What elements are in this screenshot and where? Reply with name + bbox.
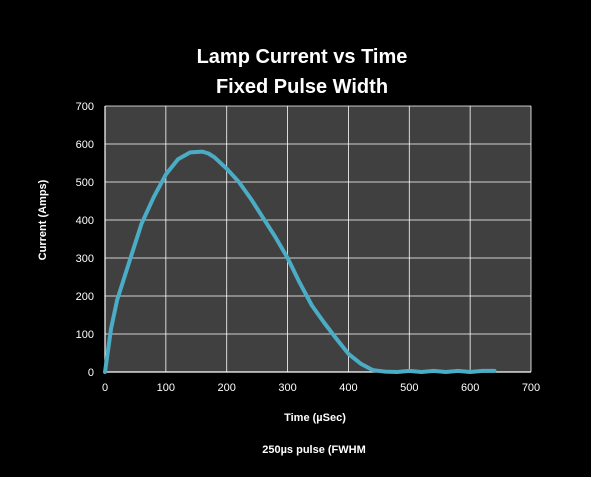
series-group [103,149,497,374]
y-tick-label: 0 [88,367,94,379]
y-tick-label: 300 [76,253,94,265]
x-tick-label: 400 [339,382,357,394]
y-tick-label: 600 [76,139,94,151]
grid-lines [104,105,532,373]
chart-title-line-1: Lamp Current vs Time [197,46,408,68]
y-tick-label: 400 [76,215,94,227]
y-tick-label: 200 [76,291,94,303]
chart-footnote: 250µs pulse (FWHM [262,444,366,456]
y-tick-label: 100 [76,329,94,341]
x-tick-label: 300 [278,382,296,394]
x-tick-label: 200 [218,382,236,394]
series-line [103,149,497,374]
y-axis-title: Current (Amps) [37,179,49,260]
chart-title-line-2: Fixed Pulse Width [216,76,388,98]
y-tick-label: 500 [76,177,94,189]
plot-area [105,106,531,372]
x-tick-label: 0 [102,382,108,394]
x-axis-title: Time (µSec) [284,412,346,424]
x-tick-label: 600 [461,382,479,394]
x-tick-label: 100 [157,382,175,394]
tick-labels: 0 100 200 300 400 500 600 700 0 100 200 300 400 500 60… [76,101,541,394]
x-tick-label: 500 [400,382,418,394]
x-tick-label: 700 [522,382,540,394]
y-tick-label: 700 [76,101,94,113]
